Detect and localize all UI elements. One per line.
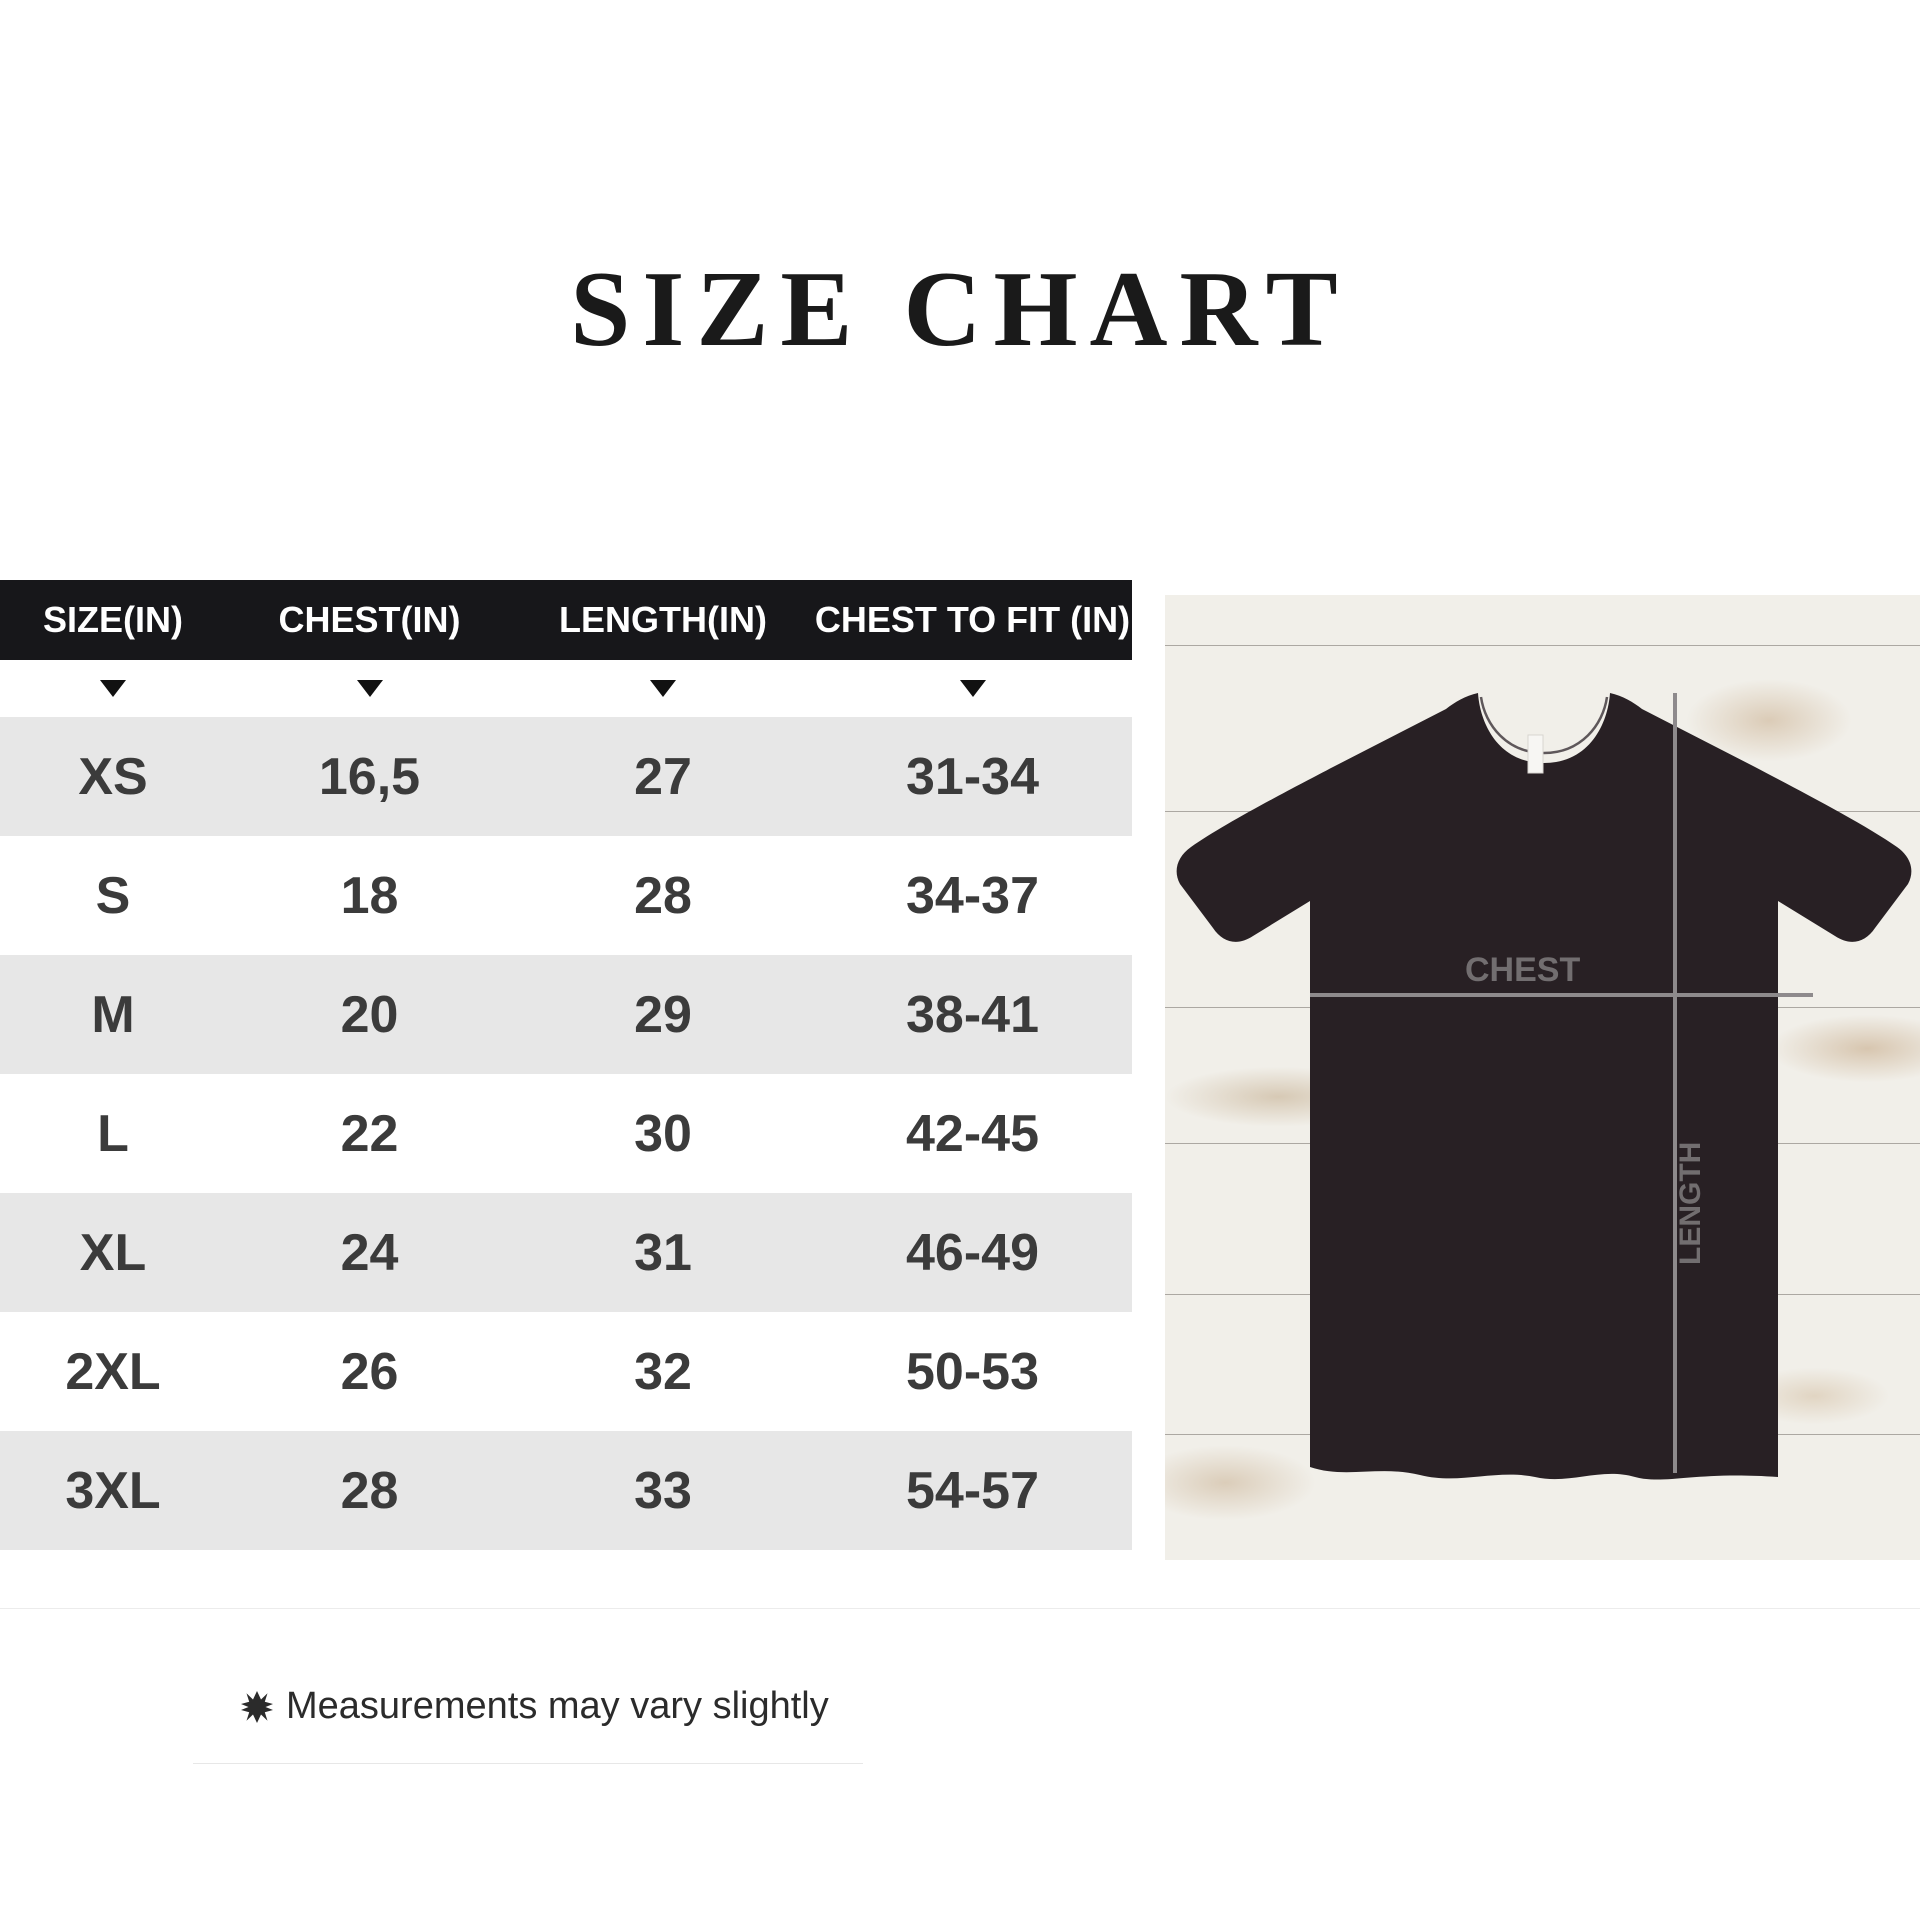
svg-text:CHEST: CHEST — [1465, 951, 1580, 989]
svg-text:LENGTH: LENGTH — [1674, 1142, 1707, 1265]
